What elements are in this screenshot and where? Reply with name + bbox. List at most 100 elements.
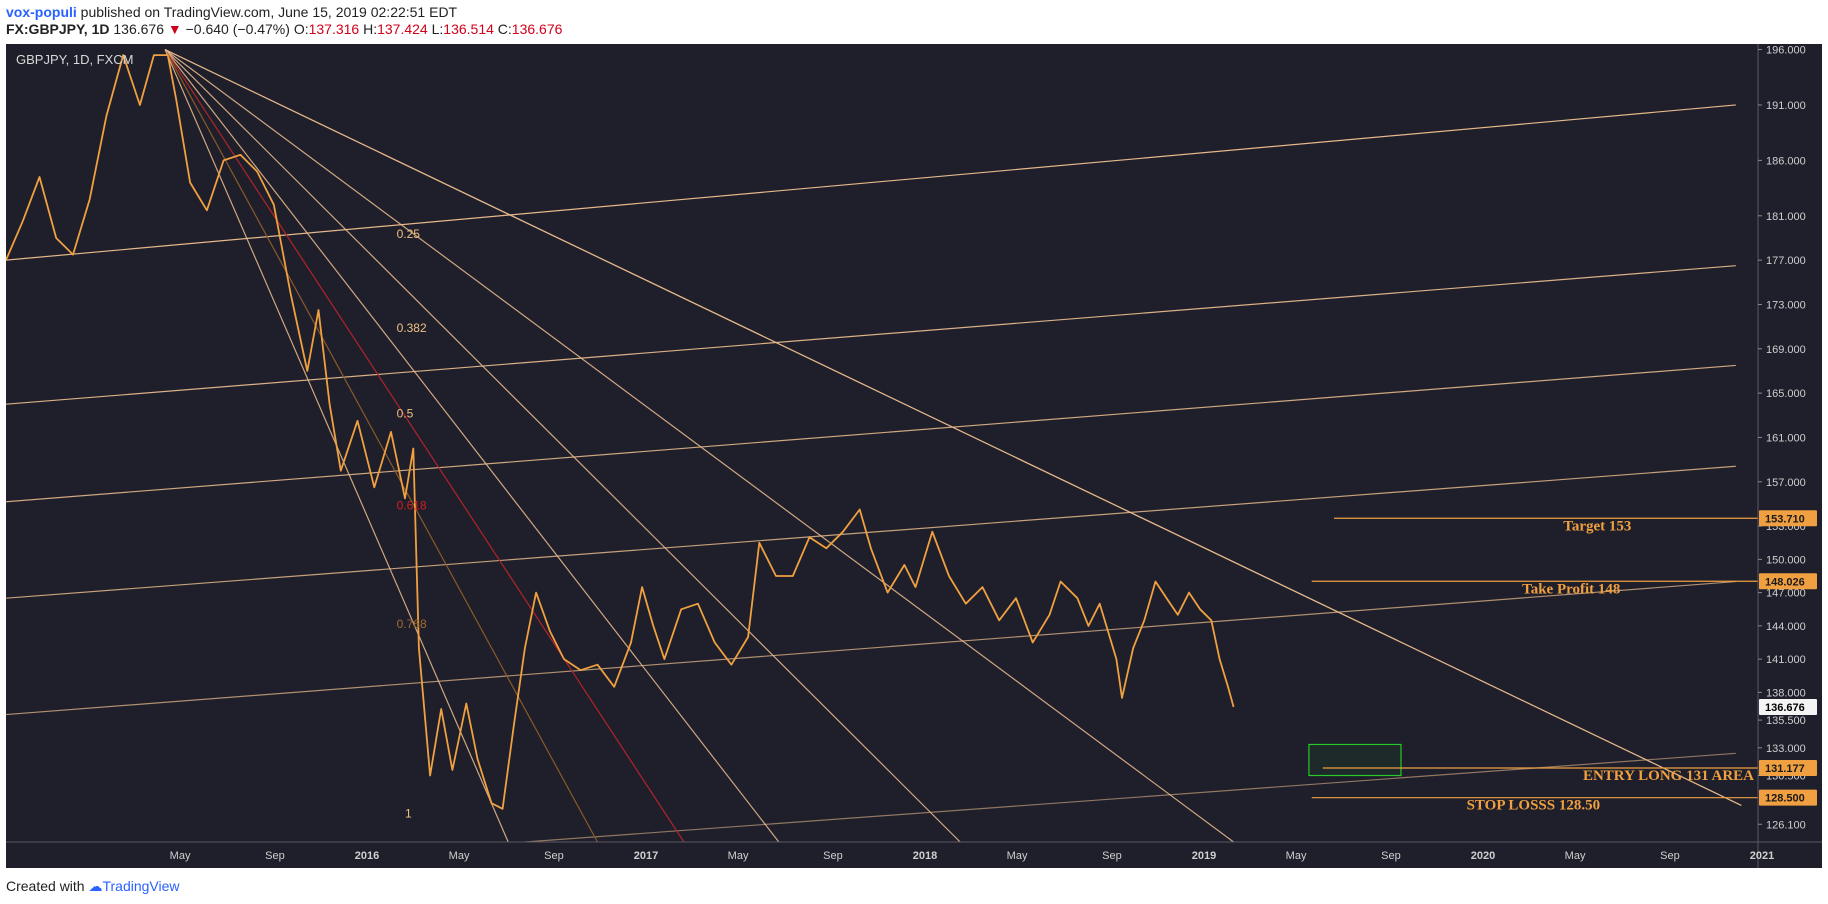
tradingview-logo-icon[interactable]: ☁ <box>88 878 103 894</box>
last-price-tag-bg <box>1759 699 1817 716</box>
fib-fan-line-0 <box>164 49 1234 842</box>
time-tick-label-10: Sep <box>1102 850 1122 862</box>
price-tag-1-text: 148.026 <box>1765 576 1805 588</box>
footer: Created with ☁TradingView <box>6 878 180 895</box>
time-tick-label-13: Sep <box>1381 850 1401 862</box>
chart-header: vox-populi published on TradingView.com,… <box>0 0 1828 44</box>
time-tick-label-3: May <box>449 850 470 862</box>
fib-label-0.768: 0.768 <box>397 617 427 631</box>
time-tick-label-6: May <box>728 850 749 862</box>
channel-line-2 <box>6 364 1736 503</box>
time-tick-label-17: 2021 <box>1750 850 1774 862</box>
time-tick-label-2: 2016 <box>355 850 379 862</box>
price-tick-label-7: 165.000 <box>1766 388 1806 400</box>
fib-label-0.382: 0.382 <box>397 321 427 335</box>
price-tick-label-1: 191.000 <box>1766 100 1806 112</box>
time-tick-label-7: Sep <box>823 850 843 862</box>
low-label: L: <box>431 21 444 37</box>
fib-label-0.618: 0.618 <box>397 499 427 513</box>
channel-line-4 <box>6 580 1736 716</box>
price-tick-label-19: 126.100 <box>1766 819 1806 831</box>
level-annotation-2: ENTRY LONG 131 AREA <box>1583 768 1754 784</box>
price-tag-2: 131.177 <box>1759 759 1817 776</box>
price-chart[interactable]: 1 0.25 0.382 0.5 0.618 0.768 Target 153 Take Pr… <box>6 44 1822 868</box>
price-tick-label-11: 150.000 <box>1766 554 1806 566</box>
price-tag-3: 128.500 <box>1759 789 1817 806</box>
last-price-tag: 136.676 <box>1759 699 1817 716</box>
fib-fan-line-1 <box>164 49 961 842</box>
last-price-tag-text: 136.676 <box>1765 702 1805 714</box>
fib-label-1: 1 <box>405 807 412 821</box>
last-price: 136.676 <box>113 21 164 37</box>
time-tick-label-11: 2019 <box>1192 850 1216 862</box>
time-tick-label-5: 2017 <box>634 850 658 862</box>
time-tick-label-14: 2020 <box>1471 850 1495 862</box>
low-value: 136.514 <box>443 21 494 37</box>
price-tick-label-15: 138.000 <box>1766 687 1806 699</box>
price-tick-label-16: 135.500 <box>1766 715 1806 727</box>
plot-layer <box>6 48 1758 842</box>
price-tick-label-14: 141.000 <box>1766 654 1806 666</box>
tradingview-link[interactable]: TradingView <box>102 878 180 894</box>
time-tick-label-16: Sep <box>1660 850 1680 862</box>
time-tick-label-15: May <box>1565 850 1586 862</box>
fib-fan-line-2 <box>164 49 780 842</box>
time-tick-label-1: Sep <box>265 850 285 862</box>
price-tag-3-text: 128.500 <box>1765 793 1805 805</box>
price-tick-label-8: 161.000 <box>1766 432 1806 444</box>
level-annotation-0: Target 153 <box>1563 518 1631 534</box>
chart-symbol-label: GBPJPY, 1D, FXCM <box>16 52 134 67</box>
price-tick-label-17: 133.000 <box>1766 743 1806 755</box>
level-annotation-3: STOP LOSSS 128.50 <box>1467 798 1601 814</box>
price-tag-3-bg <box>1759 789 1817 806</box>
price-tag-0-text: 153.710 <box>1765 513 1805 525</box>
price-tag-2-bg <box>1759 759 1817 776</box>
open-value: 137.316 <box>308 21 360 37</box>
price-series <box>6 54 1235 810</box>
symbol-name: FX:GBPJPY, 1D <box>6 21 110 37</box>
channel-line-1 <box>6 265 1736 405</box>
time-tick-label-12: May <box>1286 850 1307 862</box>
price-tick-label-0: 196.000 <box>1766 45 1806 57</box>
published-text: published on TradingView.com, June 15, 2… <box>76 4 458 20</box>
price-tick-label-5: 173.000 <box>1766 299 1806 311</box>
chart-area[interactable]: 1 0.25 0.382 0.5 0.618 0.768 Target 153 Take Pr… <box>6 44 1822 868</box>
author-link[interactable]: vox-populi <box>6 4 77 20</box>
fib-label-0.25: 0.25 <box>397 227 421 241</box>
entry-zone-box <box>1308 743 1402 777</box>
price-tick-label-3: 181.000 <box>1766 211 1806 223</box>
open-label: O: <box>293 21 309 37</box>
price-tick-label-4: 177.000 <box>1766 255 1806 267</box>
channel-line-3 <box>6 465 1736 599</box>
fib-fan-line-4 <box>164 49 599 842</box>
fib-fan-line-3 <box>164 49 685 842</box>
price-tag-0: 153.710 <box>1759 510 1817 527</box>
ohlc-bar: FX:GBPJPY, 1D 136.676 ▼ −0.640 (−0.47%) … <box>6 21 562 37</box>
price-tag-1: 148.026 <box>1759 573 1817 590</box>
price-tick-label-2: 186.000 <box>1766 155 1806 167</box>
close-label: C: <box>497 21 512 37</box>
high-value: 137.424 <box>377 21 428 37</box>
price-tick-label-12: 147.000 <box>1766 588 1806 600</box>
down-arrow-icon: ▼ <box>167 21 182 37</box>
created-with-text: Created with <box>6 878 85 894</box>
price-tag-1-bg <box>1759 573 1817 590</box>
channel-line-0 <box>6 104 1736 261</box>
time-tick-label-4: Sep <box>544 850 564 862</box>
price-tag-2-text: 131.177 <box>1765 763 1805 775</box>
time-tick-label-0: May <box>170 850 191 862</box>
price-tick-label-13: 144.000 <box>1766 621 1806 633</box>
descending-trendline <box>164 48 1742 807</box>
high-label: H: <box>363 21 378 37</box>
publish-info: vox-populi published on TradingView.com,… <box>6 4 457 20</box>
price-tick-label-9: 157.000 <box>1766 477 1806 489</box>
price-change: −0.640 (−0.47%) <box>185 21 290 37</box>
price-tag-0-bg <box>1759 510 1817 527</box>
level-annotation-1: Take Profit 148 <box>1522 581 1620 597</box>
time-tick-label-8: 2018 <box>913 850 937 862</box>
chart-background <box>6 44 1822 868</box>
fib-label-0.5: 0.5 <box>397 407 414 421</box>
price-tick-label-6: 169.000 <box>1766 344 1806 356</box>
close-value: 136.676 <box>511 21 563 37</box>
time-tick-label-9: May <box>1007 850 1028 862</box>
